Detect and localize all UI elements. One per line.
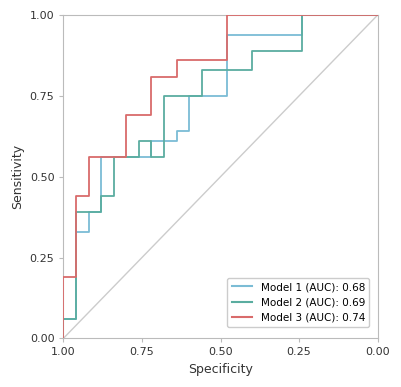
Y-axis label: Sensitivity: Sensitivity <box>11 144 24 209</box>
X-axis label: Specificity: Specificity <box>188 363 253 376</box>
Legend: Model 1 (AUC): 0.68, Model 2 (AUC): 0.69, Model 3 (AUC): 0.74: Model 1 (AUC): 0.68, Model 2 (AUC): 0.69… <box>227 278 369 327</box>
